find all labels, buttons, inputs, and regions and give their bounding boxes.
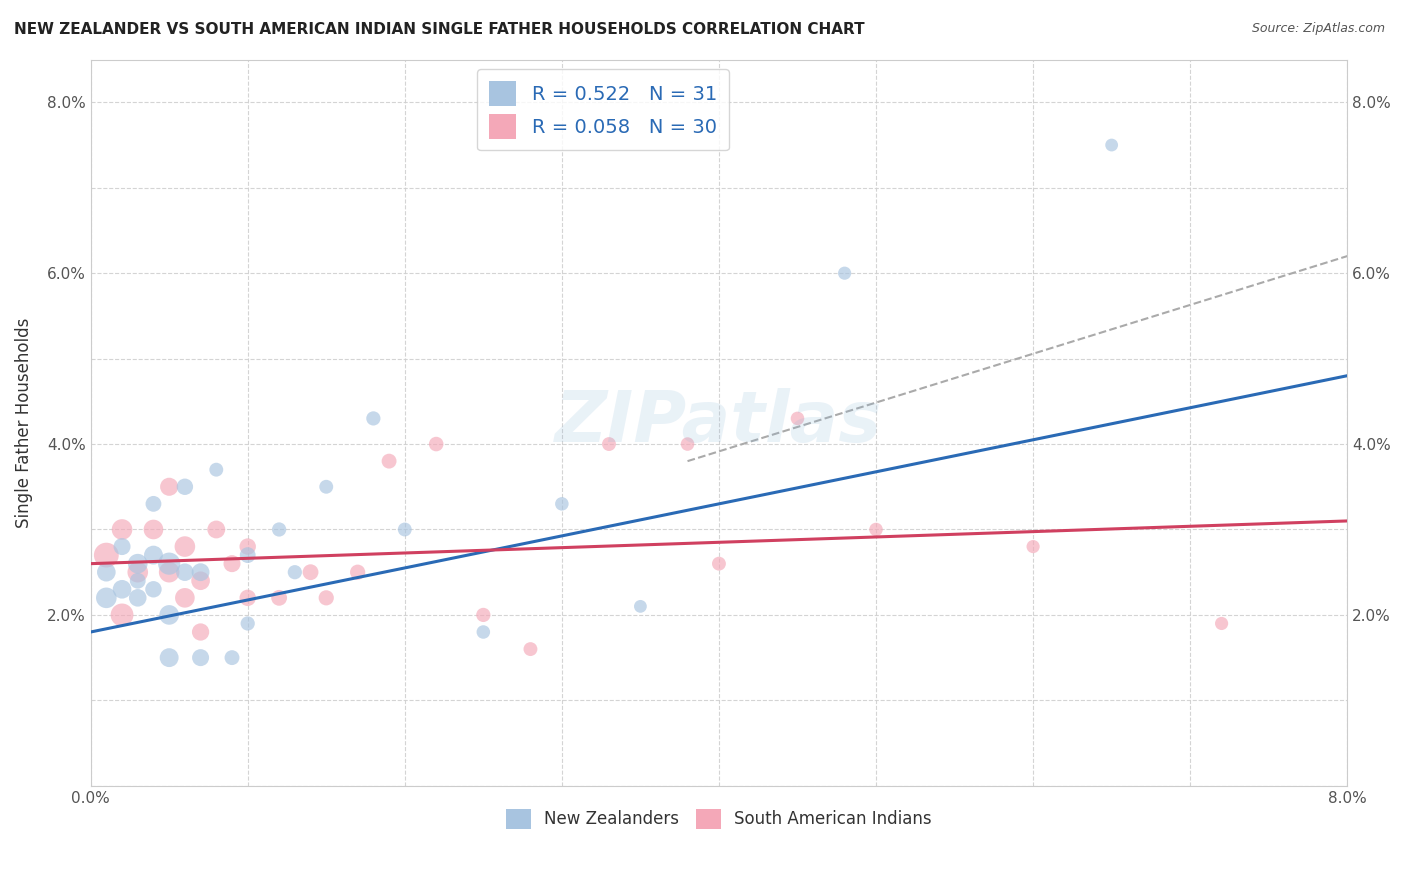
Text: ZIPatlas: ZIPatlas	[555, 388, 883, 458]
Point	[96, 591, 118, 605]
Point	[157, 480, 180, 494]
Point	[190, 650, 212, 665]
Point	[157, 650, 180, 665]
Point	[1101, 138, 1123, 153]
Point	[1211, 616, 1233, 631]
Point	[157, 557, 180, 571]
Legend: New Zealanders, South American Indians: New Zealanders, South American Indians	[499, 802, 939, 836]
Point	[676, 437, 699, 451]
Point	[315, 591, 337, 605]
Point	[236, 548, 259, 562]
Point	[472, 607, 495, 622]
Point	[173, 591, 195, 605]
Point	[221, 557, 243, 571]
Point	[425, 437, 447, 451]
Point	[190, 574, 212, 588]
Text: NEW ZEALANDER VS SOUTH AMERICAN INDIAN SINGLE FATHER HOUSEHOLDS CORRELATION CHAR: NEW ZEALANDER VS SOUTH AMERICAN INDIAN S…	[14, 22, 865, 37]
Point	[363, 411, 385, 425]
Point	[190, 565, 212, 579]
Point	[173, 540, 195, 554]
Point	[221, 650, 243, 665]
Y-axis label: Single Father Households: Single Father Households	[15, 318, 32, 528]
Point	[628, 599, 651, 614]
Text: Source: ZipAtlas.com: Source: ZipAtlas.com	[1251, 22, 1385, 36]
Point	[205, 523, 228, 537]
Point	[236, 591, 259, 605]
Point	[299, 565, 322, 579]
Point	[1022, 540, 1045, 554]
Point	[519, 642, 541, 657]
Point	[786, 411, 808, 425]
Point	[834, 266, 856, 280]
Point	[127, 574, 149, 588]
Point	[284, 565, 307, 579]
Point	[157, 607, 180, 622]
Point	[394, 523, 416, 537]
Point	[127, 591, 149, 605]
Point	[598, 437, 620, 451]
Point	[236, 540, 259, 554]
Point	[127, 565, 149, 579]
Point	[173, 480, 195, 494]
Point	[205, 463, 228, 477]
Point	[96, 565, 118, 579]
Point	[236, 616, 259, 631]
Point	[142, 497, 165, 511]
Point	[346, 565, 368, 579]
Point	[551, 497, 574, 511]
Point	[111, 540, 134, 554]
Point	[127, 557, 149, 571]
Point	[315, 480, 337, 494]
Point	[142, 523, 165, 537]
Point	[865, 523, 887, 537]
Point	[142, 582, 165, 597]
Point	[173, 565, 195, 579]
Point	[472, 625, 495, 640]
Point	[111, 523, 134, 537]
Point	[111, 582, 134, 597]
Point	[190, 625, 212, 640]
Point	[96, 548, 118, 562]
Point	[111, 607, 134, 622]
Point	[269, 591, 291, 605]
Point	[707, 557, 730, 571]
Point	[378, 454, 401, 468]
Point	[157, 565, 180, 579]
Point	[269, 523, 291, 537]
Point	[142, 548, 165, 562]
